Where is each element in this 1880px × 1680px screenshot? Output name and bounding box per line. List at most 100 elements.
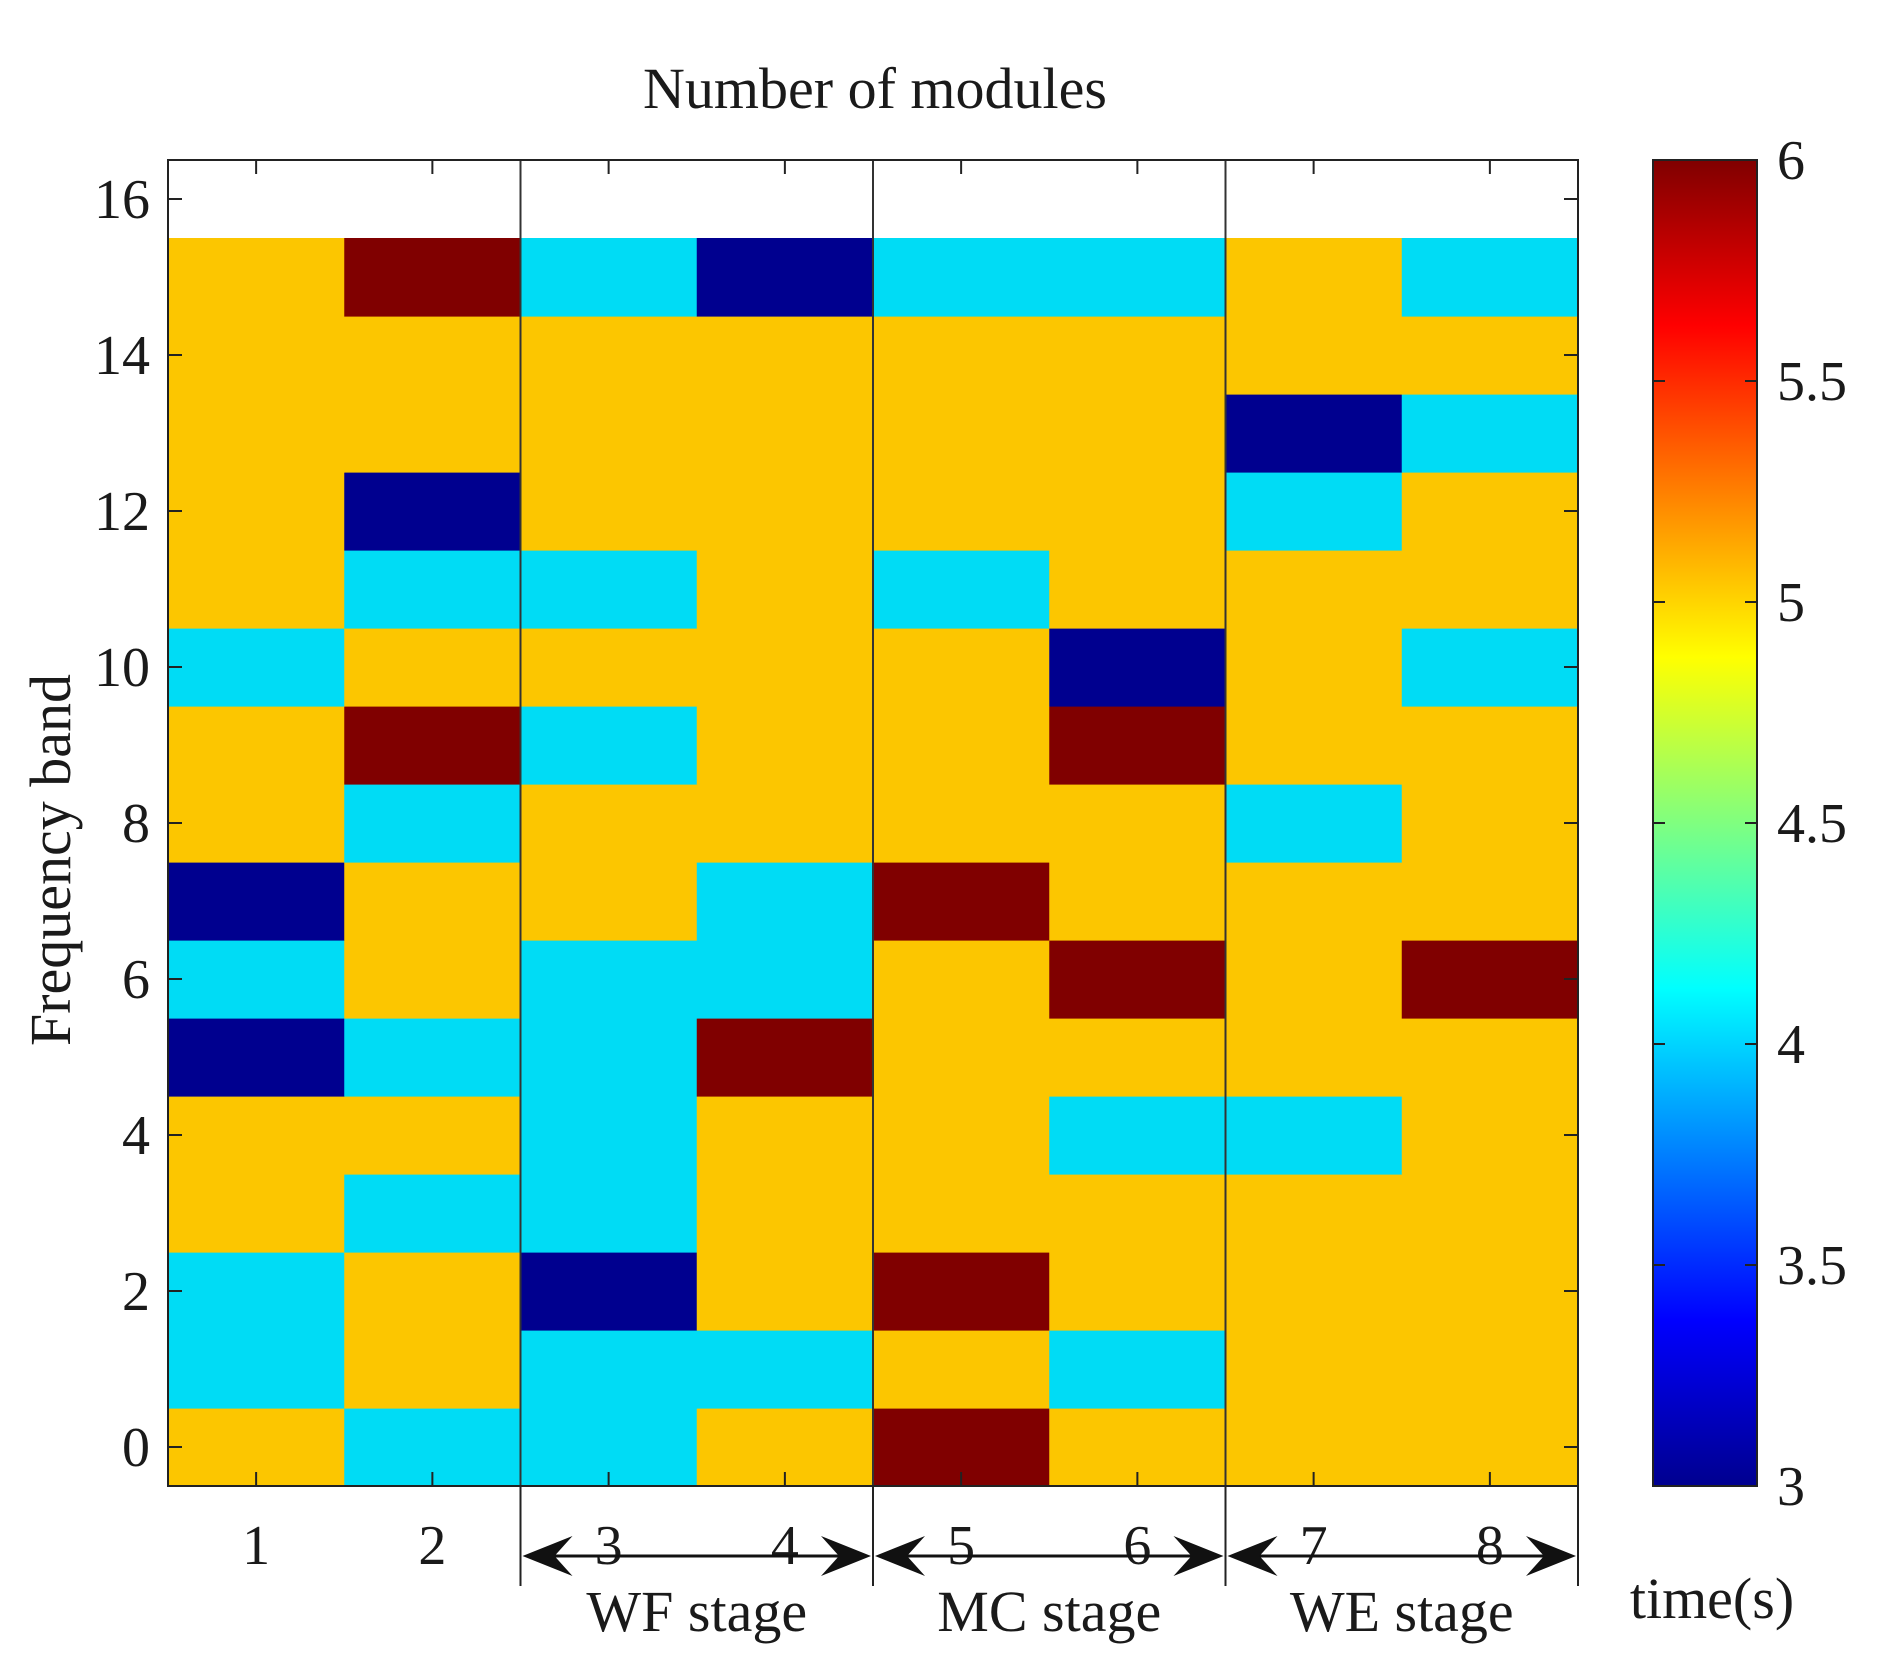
heatmap-cell — [168, 628, 345, 707]
heatmap-cell — [1049, 1096, 1227, 1175]
chart-title: Number of modules — [643, 56, 1107, 121]
heatmap-cell — [1225, 628, 1403, 707]
heatmap-cell — [696, 394, 874, 473]
heatmap-cell — [344, 940, 522, 1019]
heatmap-cell — [520, 1174, 698, 1253]
heatmap-cell — [1225, 940, 1403, 1019]
heatmap-cell — [1049, 394, 1227, 473]
x-tick-label: 7 — [1300, 1515, 1328, 1577]
colorbar-tick-label: 6 — [1777, 130, 1805, 192]
heatmap-cell — [520, 1096, 698, 1175]
heatmap-cell — [696, 472, 874, 551]
heatmap-cell — [344, 316, 522, 395]
heatmap-cell — [168, 394, 345, 473]
heatmap-cell — [520, 628, 698, 707]
heatmap-cell — [1049, 1174, 1227, 1253]
arrow-right-icon — [1173, 1536, 1224, 1576]
y-tick-label: 12 — [94, 481, 150, 543]
colorbar-tick-label: 4 — [1777, 1014, 1805, 1076]
heatmap-cell — [1049, 238, 1227, 317]
stage-label: WE stage — [1290, 1579, 1514, 1644]
y-tick-label: 10 — [94, 637, 150, 699]
heatmap-cell — [1225, 1096, 1403, 1175]
heatmap-cell — [1401, 1252, 1579, 1331]
stage-label: MC stage — [937, 1579, 1161, 1644]
colorbar-tick-label: 3 — [1777, 1456, 1805, 1518]
stage-label: WF stage — [586, 1579, 807, 1644]
heatmap-cell — [1225, 238, 1403, 317]
heatmap-cell — [873, 1252, 1050, 1331]
heatmap-cell — [344, 472, 522, 551]
arrow-left-icon — [875, 1536, 925, 1576]
heatmap-cell — [696, 1174, 874, 1253]
heatmap-cell — [520, 862, 698, 941]
heatmap-cell — [696, 316, 874, 395]
heatmap-cell — [696, 1252, 874, 1331]
heatmap-cell — [1049, 628, 1227, 707]
heatmap-cell — [873, 1018, 1050, 1097]
heatmap-cell — [1225, 862, 1403, 941]
heatmap-cell — [168, 316, 345, 395]
heatmap-cell — [873, 316, 1050, 395]
x-tick-label: 2 — [418, 1515, 446, 1577]
heatmap-cell — [520, 1252, 698, 1331]
x-tick-label: 6 — [1123, 1515, 1151, 1577]
heatmap-cell — [168, 1096, 345, 1175]
colorbar-tick-label: 4.5 — [1777, 793, 1847, 855]
x-tick-label: 3 — [595, 1515, 623, 1577]
arrow-left-icon — [1227, 1536, 1278, 1576]
y-axis-label: Frequency band — [18, 674, 83, 1046]
heatmap-cell — [1225, 784, 1403, 863]
heatmap-cell — [696, 1018, 874, 1097]
stage-annotations: WF stage MC stage WE stage — [519, 1486, 1579, 1644]
heatmap-cell — [1401, 394, 1579, 473]
heatmap-cell — [873, 472, 1050, 551]
heatmap-cell — [873, 628, 1050, 707]
heatmap-cell — [696, 784, 874, 863]
heatmap-cell — [696, 628, 874, 707]
heatmap-cell — [344, 550, 522, 629]
heatmap-cell — [344, 394, 522, 473]
heatmap-cell — [1049, 472, 1227, 551]
heatmap-cell — [696, 1096, 874, 1175]
heatmap-cell — [873, 940, 1050, 1019]
heatmap-cell — [1225, 472, 1403, 551]
heatmap-cell — [1049, 940, 1227, 1019]
heatmap-cell — [1225, 706, 1403, 785]
heatmap-cell — [873, 784, 1050, 863]
heatmap-cell — [1049, 550, 1227, 629]
stage-dividers — [519, 160, 1227, 1486]
heatmap-cell — [520, 238, 698, 317]
heatmap-cell — [168, 784, 345, 863]
heatmap-cell — [1401, 706, 1579, 785]
heatmap-cell — [696, 862, 874, 941]
heatmap-cell — [1049, 1018, 1227, 1097]
heatmap-cell — [344, 1018, 522, 1097]
heatmap-cell — [1401, 472, 1579, 551]
heatmap-cell — [1401, 1096, 1579, 1175]
x-tick-label: 8 — [1476, 1515, 1504, 1577]
heatmap-cell — [344, 1174, 522, 1253]
heatmap-cell — [168, 706, 345, 785]
y-tick-label: 2 — [122, 1261, 150, 1323]
heatmap-cell — [873, 706, 1050, 785]
heatmap-cell — [696, 940, 874, 1019]
colorbar-tick-label: 3.5 — [1777, 1235, 1847, 1297]
heatmap-cell — [168, 1252, 345, 1331]
heatmap-cell — [873, 394, 1050, 473]
heatmap-cell — [168, 1018, 345, 1097]
y-tick-label: 4 — [122, 1105, 150, 1167]
arrow-right-icon — [1526, 1536, 1576, 1576]
heatmap-cell — [1225, 394, 1403, 473]
heatmap-cell — [344, 862, 522, 941]
heatmap-cell — [1049, 1252, 1227, 1331]
colorbar-tick-label: 5.5 — [1777, 351, 1847, 413]
y-tick-label: 8 — [122, 793, 150, 855]
heatmap-cell — [168, 940, 345, 1019]
heatmap-cell — [1049, 316, 1227, 395]
heatmap-cell — [168, 550, 345, 629]
heatmap-cell — [168, 238, 345, 317]
arrow-right-icon — [821, 1536, 871, 1576]
heatmap-cell — [520, 940, 698, 1019]
